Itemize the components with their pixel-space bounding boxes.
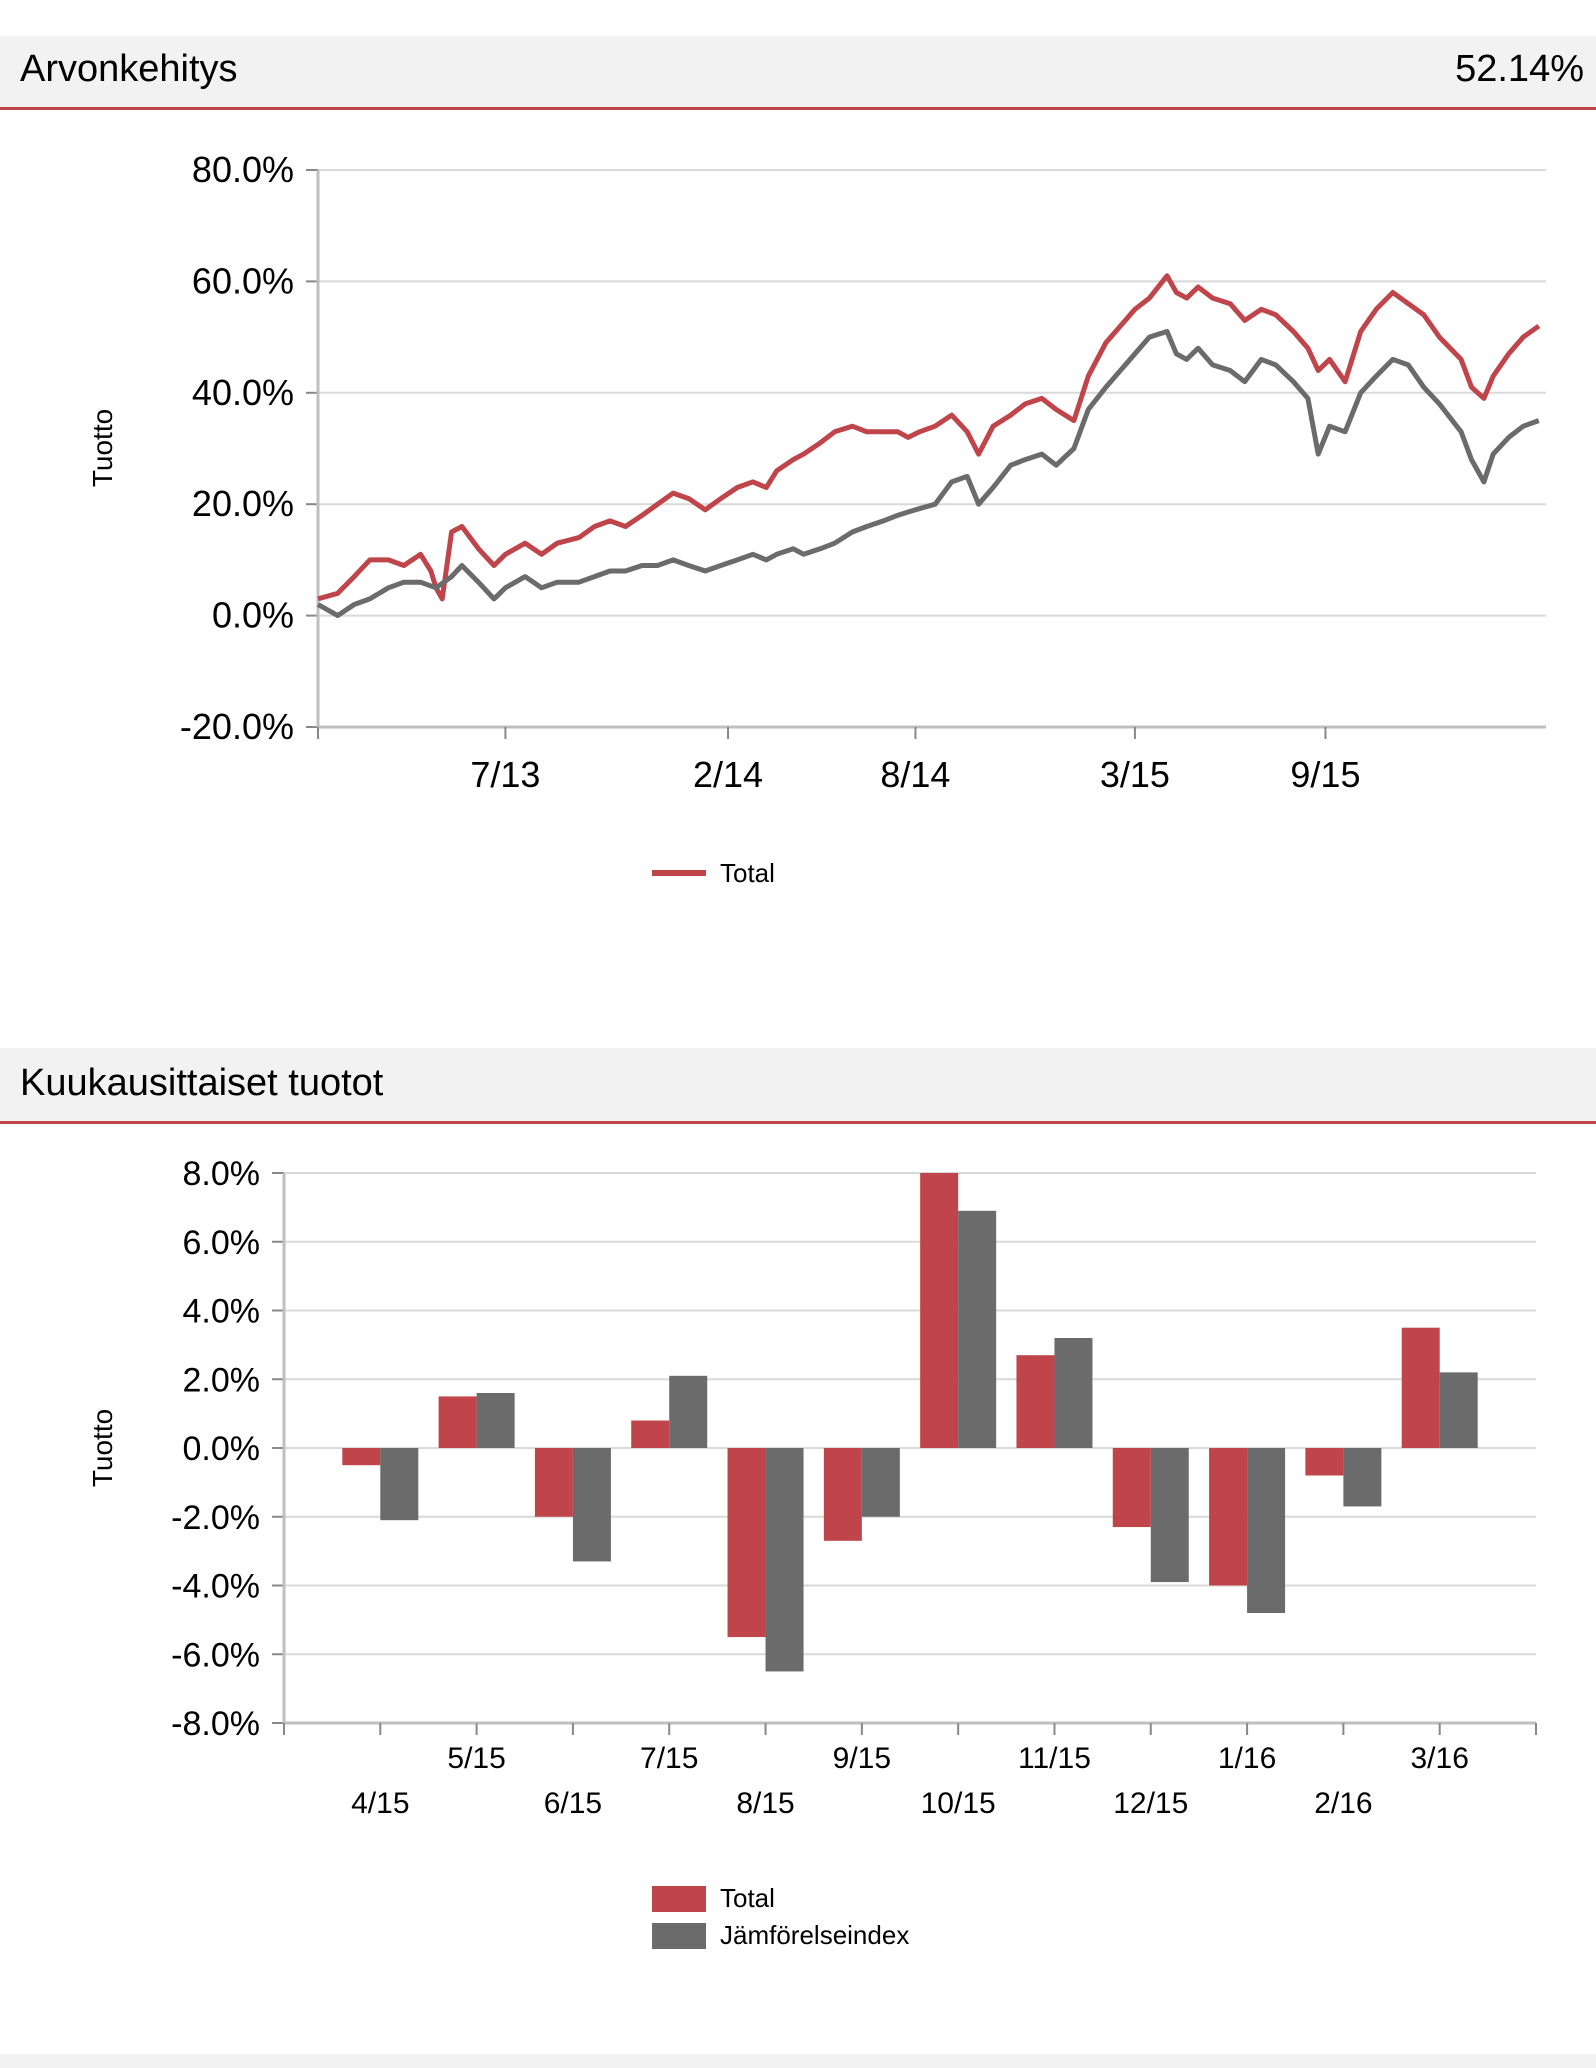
line-chart: 80.0% 60.0% 40.0% 20.0% 0.0% -20.0% 7/13 2/14 8/… <box>87 149 1546 900</box>
x-tick-label: 2/16 <box>1314 1787 1372 1820</box>
y-tick-label: 8.0% <box>183 1155 261 1193</box>
bar-total <box>342 1448 381 1466</box>
x-tick-label: 8/15 <box>736 1787 794 1820</box>
y-tick-label: 2.0% <box>183 1361 261 1399</box>
y-tick-label: -20.0% <box>180 706 294 747</box>
x-tick-label: 9/15 <box>833 1742 891 1775</box>
bar-chart: 8.0% 6.0% 4.0% 2.0% 0.0% -2.0% -4.0% -6.0% -8.0%… <box>87 1155 1537 1950</box>
x-tick-label: 7/13 <box>470 754 540 795</box>
x-tick-label: 11/15 <box>1018 1742 1091 1775</box>
bar-index <box>572 1448 611 1562</box>
section-header-value-development: Arvonkehitys 52.14% <box>0 36 1596 110</box>
x-tick-label: 10/15 <box>921 1787 996 1820</box>
y-tick-label: 0.0% <box>212 595 294 636</box>
section-header-monthly-returns: Kuukausittaiset tuotot <box>0 1048 1596 1124</box>
y-tick-label: -4.0% <box>171 1568 260 1606</box>
series-line-total <box>317 273 1541 602</box>
bar-index <box>765 1448 804 1672</box>
bar-total <box>920 1173 959 1448</box>
legend-label: Jämförelseindex <box>720 1920 909 1950</box>
section-title: Arvonkehitys <box>20 48 238 90</box>
bar-total <box>1401 1327 1440 1448</box>
bar-total <box>823 1448 862 1541</box>
bar-total <box>1016 1355 1055 1448</box>
y-axis-label: Tuotto <box>87 1409 118 1487</box>
bar-index <box>669 1375 708 1448</box>
x-tick-label: 8/14 <box>880 754 950 795</box>
bar-index <box>958 1210 997 1448</box>
bar-index <box>1054 1338 1093 1448</box>
y-axis-label: Tuotto <box>87 409 118 487</box>
bar-total <box>1305 1448 1344 1476</box>
bar-total <box>631 1420 670 1448</box>
x-tick-label: 3/16 <box>1410 1742 1468 1775</box>
x-tick-label: 9/15 <box>1290 754 1360 795</box>
x-tick-label: 1/16 <box>1218 1742 1276 1775</box>
bar-total <box>534 1448 573 1517</box>
legend-label: Jämförelseindex <box>720 895 909 900</box>
y-tick-label: 0.0% <box>183 1430 261 1468</box>
y-tick-label: 20.0% <box>192 483 294 524</box>
x-tick-label: 3/15 <box>1100 754 1170 795</box>
y-tick-label: 6.0% <box>183 1224 261 1262</box>
x-tick-label: 12/15 <box>1113 1787 1188 1820</box>
x-tick-label: 7/15 <box>640 1742 698 1775</box>
y-tick-label: 60.0% <box>192 260 294 301</box>
y-tick-label: -8.0% <box>171 1705 260 1743</box>
bar-total <box>727 1448 766 1638</box>
bar-index <box>476 1393 515 1448</box>
bar-index <box>1439 1372 1478 1448</box>
bar-index <box>861 1448 900 1517</box>
bar-index <box>1150 1448 1189 1583</box>
legend-swatch <box>652 1886 706 1912</box>
y-tick-label: 80.0% <box>192 149 294 190</box>
y-tick-label: -2.0% <box>171 1499 260 1537</box>
y-tick-label: 40.0% <box>192 372 294 413</box>
legend-label: Total <box>720 858 775 888</box>
legend-label: Total <box>720 1883 775 1913</box>
bar-total <box>438 1396 477 1448</box>
footer-band <box>0 2054 1596 2068</box>
total-return-value: 52.14% <box>1455 48 1584 90</box>
bar-index <box>380 1448 419 1521</box>
x-tick-label: 4/15 <box>351 1787 409 1820</box>
series-line-index <box>316 329 1540 619</box>
bar-total <box>1112 1448 1151 1528</box>
bar-total <box>1209 1448 1248 1586</box>
x-tick-label: 6/15 <box>544 1787 602 1820</box>
y-tick-label: 4.0% <box>183 1293 261 1331</box>
bar-index <box>1247 1448 1286 1613</box>
section-title: Kuukausittaiset tuotot <box>20 1062 384 1104</box>
y-tick-label: -6.0% <box>171 1636 260 1674</box>
x-tick-label: 5/15 <box>447 1742 505 1775</box>
x-tick-label: 2/14 <box>693 754 763 795</box>
legend-swatch <box>652 1923 706 1949</box>
bar-index <box>1343 1448 1382 1507</box>
